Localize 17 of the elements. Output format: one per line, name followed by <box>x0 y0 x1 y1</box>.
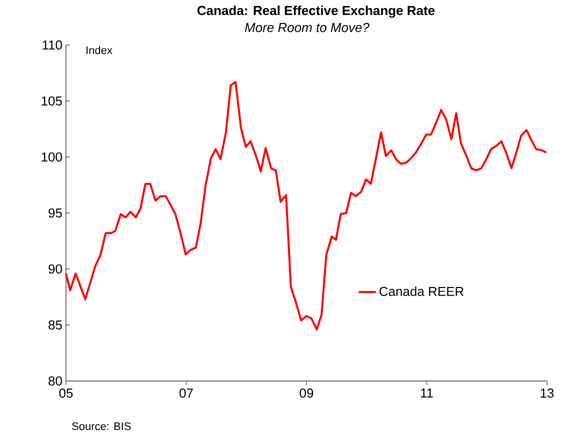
x-tick-label: 05 <box>59 388 73 398</box>
y-tick-label: 105 <box>42 96 62 106</box>
x-tick-label: 07 <box>180 388 193 398</box>
y-tick-label: 110 <box>42 40 62 50</box>
x-tick-label: 09 <box>300 388 314 398</box>
y-axis-title: Index <box>86 46 112 54</box>
y-tick-label: 100 <box>42 152 62 162</box>
chart-title: Canada: Real Effective Exchange Rate <box>197 6 435 18</box>
chart-subtitle: More Room to Move? <box>244 22 370 32</box>
legend-label: Canada REER <box>380 286 464 296</box>
y-tick-label: 80 <box>48 376 62 386</box>
source-note: Source: BIS <box>72 422 131 430</box>
y-tick-label: 85 <box>48 320 62 330</box>
y-tick-label: 90 <box>48 264 62 274</box>
x-tick-label: 11 <box>420 388 433 398</box>
y-tick-label: 95 <box>48 208 62 218</box>
x-tick-label: 13 <box>540 388 554 398</box>
